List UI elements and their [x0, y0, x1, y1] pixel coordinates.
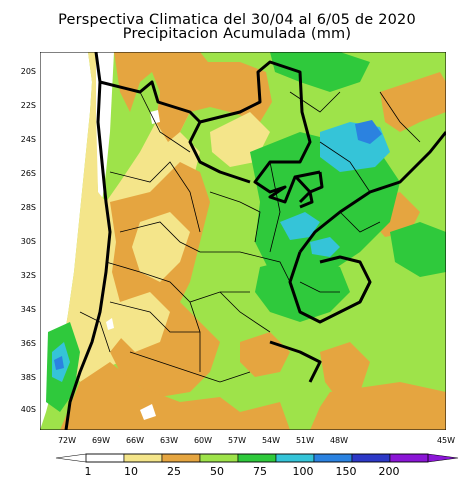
field-green-uruguay	[255, 257, 350, 322]
field-orange-southeast	[310, 382, 446, 430]
lat-label: 22S	[20, 101, 36, 110]
legend-label: 10	[124, 465, 138, 478]
legend-swatch	[55, 453, 125, 463]
field-yellow-cuyo	[120, 292, 170, 352]
field-cyan-mid	[280, 212, 320, 240]
legend-label: 100	[292, 465, 314, 478]
field-green-ne-spot	[390, 222, 446, 277]
map-title-line1: Perspectiva Climatica del 30/04 al 6/05 …	[58, 12, 416, 28]
lon-label: 45W	[436, 436, 456, 445]
legend-swatch	[275, 453, 315, 463]
field-green-northwest-edge	[270, 52, 370, 92]
field-blue-andes-south	[54, 356, 64, 370]
legend-swatch	[161, 453, 201, 463]
field-orange-north	[114, 52, 272, 142]
legend-swatch	[351, 453, 391, 463]
lat-label: 38S	[20, 373, 36, 382]
legend-label: 50	[210, 465, 224, 478]
lon-label: 60W	[193, 436, 213, 445]
field-blue-main	[355, 120, 382, 144]
lat-label: 26S	[20, 169, 36, 178]
field-white-spot-3	[150, 110, 160, 124]
lat-label: 20S	[20, 67, 36, 76]
lat-label: 34S	[20, 305, 36, 314]
legend-swatch	[199, 453, 239, 463]
legend-swatch	[123, 453, 163, 463]
legend-label: 1	[84, 465, 92, 478]
lat-label: 30S	[20, 237, 36, 246]
lat-label: 40S	[20, 405, 36, 414]
lat-label: 32S	[20, 271, 36, 280]
precipitation-map	[40, 52, 446, 430]
lon-label: 57W	[227, 436, 247, 445]
lon-label: 69W	[91, 436, 111, 445]
field-white-spot-2	[140, 404, 156, 420]
field-cyan-lower	[310, 237, 340, 257]
legend-swatch	[313, 453, 353, 463]
lon-label: 51W	[295, 436, 315, 445]
legend-label: 150	[335, 465, 357, 478]
lon-label: 48W	[329, 436, 349, 445]
legend-label: 200	[378, 465, 400, 478]
lon-label: 72W	[57, 436, 77, 445]
lat-label: 28S	[20, 203, 36, 212]
legend-swatch	[389, 453, 459, 463]
field-orange-coast	[320, 342, 370, 402]
lon-label: 66W	[125, 436, 145, 445]
lat-label: 36S	[20, 339, 36, 348]
legend-label: 25	[167, 465, 181, 478]
legend-label: 75	[253, 465, 267, 478]
legend-swatch	[237, 453, 277, 463]
field-orange-patagonia	[60, 362, 290, 430]
field-yellow-central	[132, 212, 190, 282]
field-green-brazil-south	[250, 132, 400, 282]
map-title-line2: Precipitacion Acumulada (mm)	[122, 26, 352, 42]
lat-label: 24S	[20, 135, 36, 144]
field-white-spot-1	[106, 318, 114, 330]
lon-label: 63W	[159, 436, 179, 445]
province-borders	[79, 91, 421, 383]
lon-label: 54W	[261, 436, 281, 445]
